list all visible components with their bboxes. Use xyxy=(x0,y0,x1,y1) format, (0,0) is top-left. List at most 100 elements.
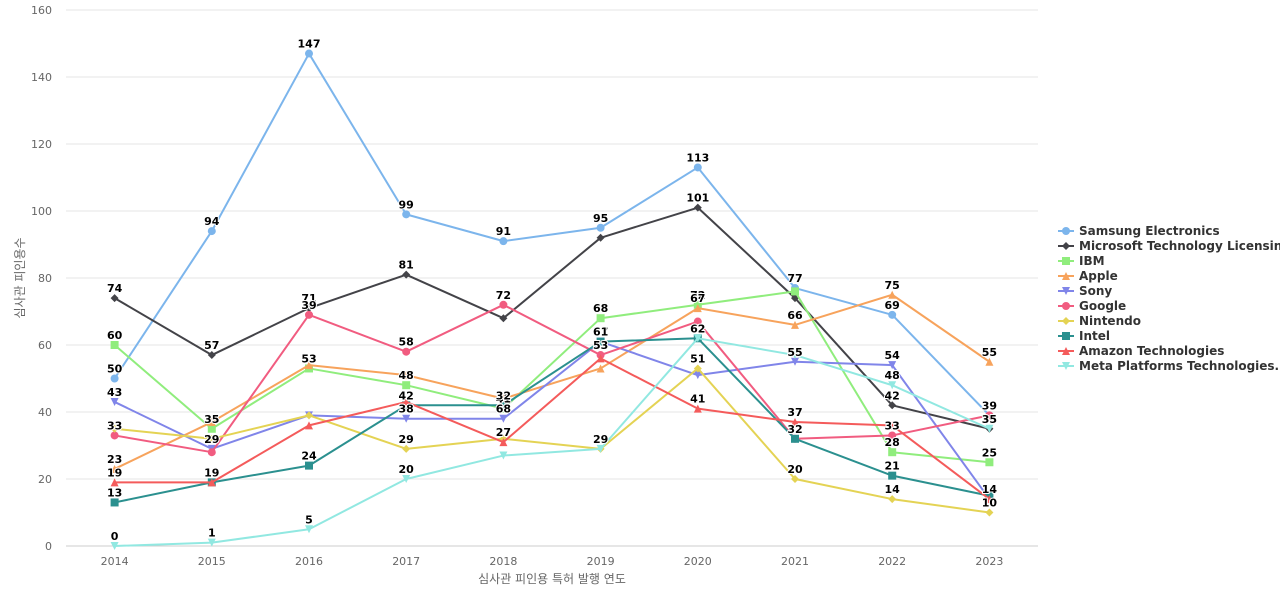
data-point xyxy=(305,310,313,319)
data-label: 28 xyxy=(885,436,900,449)
data-label: 10 xyxy=(982,497,998,510)
data-point xyxy=(693,317,702,326)
data-point xyxy=(791,475,799,483)
data-point xyxy=(693,203,702,212)
data-point xyxy=(110,498,119,507)
data-point xyxy=(110,478,119,487)
data-point xyxy=(207,478,216,487)
data-point xyxy=(888,401,897,410)
legend-label: IBM xyxy=(1079,254,1105,268)
x-tick-label: 2021 xyxy=(781,555,809,568)
legend-item[interactable]: Apple xyxy=(1058,269,1118,283)
data-point xyxy=(499,394,508,403)
legend-item[interactable]: Sony xyxy=(1058,284,1112,298)
data-label: 35 xyxy=(204,413,219,426)
y-tick-label: 60 xyxy=(38,339,52,352)
data-label: 55 xyxy=(982,346,997,359)
data-point xyxy=(693,364,702,373)
legend-marker xyxy=(1062,362,1070,370)
x-tick-label: 2022 xyxy=(878,555,906,568)
series-line xyxy=(113,337,991,504)
legend-item[interactable]: Intel xyxy=(1058,329,1110,343)
legend-item[interactable]: Amazon Technologies xyxy=(1058,344,1224,358)
data-label: 50 xyxy=(107,363,123,376)
data-point xyxy=(305,361,313,370)
data-point xyxy=(402,270,411,279)
legend-item[interactable]: Microsoft Technology Licensing xyxy=(1058,239,1280,253)
series-8 xyxy=(110,354,994,504)
data-point xyxy=(207,424,216,433)
data-label: 67 xyxy=(690,292,705,305)
data-label: 95 xyxy=(593,212,608,225)
data-point xyxy=(207,351,216,360)
data-point xyxy=(207,434,216,443)
x-tick-label: 2020 xyxy=(684,555,712,568)
legend-label: Samsung Electronics xyxy=(1079,224,1220,238)
data-label: 38 xyxy=(399,403,414,416)
data-point xyxy=(499,300,508,309)
data-label: 57 xyxy=(593,326,608,339)
data-label: 72 xyxy=(496,289,511,302)
data-point xyxy=(402,414,411,423)
data-point xyxy=(596,223,605,232)
data-point xyxy=(207,227,216,236)
data-label: 41 xyxy=(496,393,511,406)
series-lines xyxy=(110,49,994,550)
data-point xyxy=(110,424,119,433)
data-label: 74 xyxy=(107,282,123,295)
series-9 xyxy=(110,334,994,550)
legend-label: Intel xyxy=(1079,329,1110,343)
data-point xyxy=(791,320,799,329)
data-label: 5 xyxy=(305,513,313,526)
data-label: 20 xyxy=(399,463,415,476)
data-label: 39 xyxy=(982,399,997,412)
y-tick-label: 20 xyxy=(38,473,52,486)
data-label: 75 xyxy=(885,279,900,292)
data-point xyxy=(888,361,897,370)
data-point xyxy=(110,294,119,303)
legend-item[interactable]: Nintendo xyxy=(1058,314,1141,328)
data-point xyxy=(305,461,313,470)
data-point xyxy=(693,163,702,172)
data-label: 42 xyxy=(885,389,900,402)
legend-marker xyxy=(1062,242,1070,250)
data-label: 62 xyxy=(690,322,705,335)
data-point xyxy=(693,404,702,413)
legend-item[interactable]: IBM xyxy=(1058,254,1105,268)
data-point xyxy=(207,538,216,547)
data-label: 147 xyxy=(298,38,321,51)
y-tick-label: 80 xyxy=(38,272,52,285)
data-label: 55 xyxy=(787,346,802,359)
data-point xyxy=(305,525,313,534)
legend-item[interactable]: Google xyxy=(1058,299,1126,313)
data-label: 25 xyxy=(982,446,997,459)
x-tick-label: 2014 xyxy=(101,555,129,568)
x-tick-label: 2016 xyxy=(295,555,323,568)
data-point xyxy=(791,357,799,366)
series-line xyxy=(113,357,991,501)
legend-marker xyxy=(1062,227,1070,235)
data-label: 48 xyxy=(399,369,414,382)
data-label: 29 xyxy=(204,433,219,446)
x-tick-label: 2019 xyxy=(587,555,615,568)
data-point xyxy=(888,471,897,480)
data-point xyxy=(110,431,119,440)
legend-marker xyxy=(1062,347,1070,355)
data-point xyxy=(888,431,897,440)
data-label: 35 xyxy=(982,413,997,426)
legend-item[interactable]: Samsung Electronics xyxy=(1058,224,1220,238)
data-point xyxy=(402,371,411,380)
data-point xyxy=(402,210,411,219)
y-tick-label: 40 xyxy=(38,406,52,419)
data-label: 23 xyxy=(107,453,122,466)
legend-marker xyxy=(1062,272,1070,280)
data-label: 99 xyxy=(399,198,414,211)
legend-label: Amazon Technologies xyxy=(1079,344,1224,358)
legend-marker xyxy=(1062,302,1070,310)
data-label: 91 xyxy=(496,225,511,238)
data-point xyxy=(110,542,119,550)
x-tick-label: 2023 xyxy=(975,555,1003,568)
legend-item[interactable]: Meta Platforms Technologies... xyxy=(1058,359,1280,373)
series-line xyxy=(113,303,991,454)
data-point xyxy=(985,411,994,420)
